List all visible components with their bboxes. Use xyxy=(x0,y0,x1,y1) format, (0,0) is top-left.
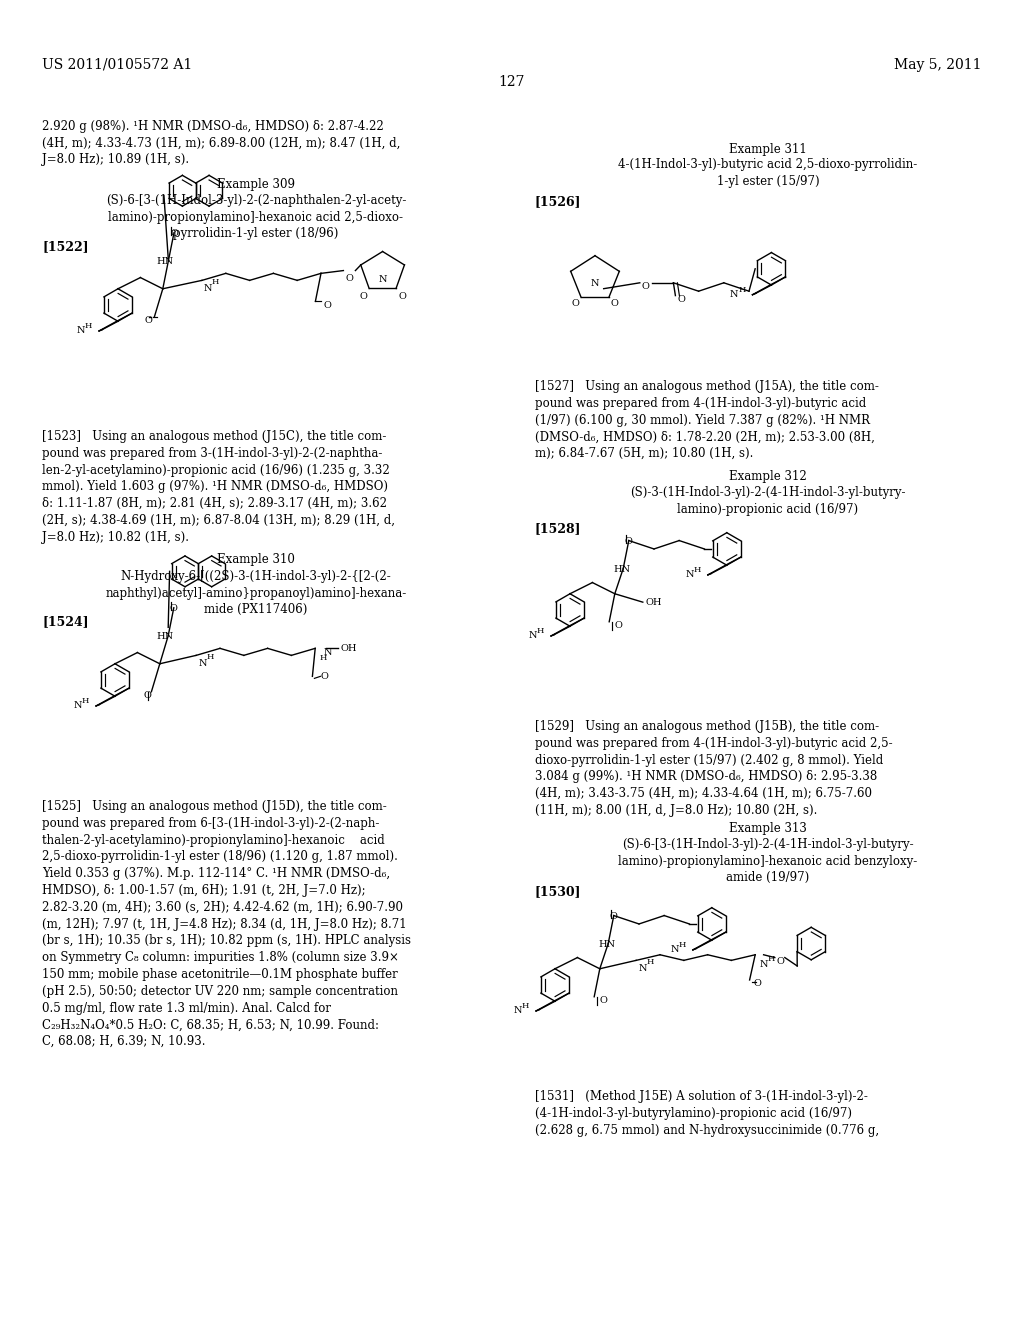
Text: N: N xyxy=(199,659,207,668)
Text: Example 312: Example 312 xyxy=(729,470,807,483)
Text: O: O xyxy=(324,301,332,310)
Text: HN: HN xyxy=(157,632,173,640)
Text: O: O xyxy=(625,536,633,545)
Text: [1527]   Using an analogous method (J15A), the title com-
pound was prepared fro: [1527] Using an analogous method (J15A),… xyxy=(535,380,879,461)
Text: O: O xyxy=(599,995,607,1005)
Text: May 5, 2011: May 5, 2011 xyxy=(895,58,982,73)
Text: H: H xyxy=(85,322,92,330)
Text: O: O xyxy=(642,282,649,292)
Text: H: H xyxy=(679,941,686,949)
Text: N: N xyxy=(77,326,85,335)
Text: N: N xyxy=(591,280,599,289)
Text: 4-(1H-Indol-3-yl)-butyric acid 2,5-dioxo-pyrrolidin-
1-yl ester (15/97): 4-(1H-Indol-3-yl)-butyric acid 2,5-dioxo… xyxy=(618,158,918,187)
Text: HN: HN xyxy=(157,257,173,265)
Text: [1524]: [1524] xyxy=(42,615,89,628)
Text: O: O xyxy=(678,296,685,304)
Text: Example 309: Example 309 xyxy=(217,178,295,191)
Text: Example 313: Example 313 xyxy=(729,822,807,836)
Text: N: N xyxy=(528,631,537,640)
Text: HN: HN xyxy=(613,565,631,574)
Text: (S)-6-[3-(1H-Indol-3-yl)-2-(2-naphthalen-2-yl-acety-
lamino)-propionylamino]-hex: (S)-6-[3-(1H-Indol-3-yl)-2-(2-naphthalen… xyxy=(105,194,407,240)
Text: H: H xyxy=(646,958,653,966)
Text: [1529]   Using an analogous method (J15B), the title com-
pound was prepared fro: [1529] Using an analogous method (J15B),… xyxy=(535,719,893,817)
Text: O: O xyxy=(614,620,622,630)
Text: H: H xyxy=(319,655,327,663)
Text: O: O xyxy=(359,293,368,301)
Text: O: O xyxy=(610,912,617,920)
Text: [1525]   Using an analogous method (J15D), the title com-
pound was prepared fro: [1525] Using an analogous method (J15D),… xyxy=(42,800,411,1048)
Text: H: H xyxy=(738,285,745,294)
Text: O: O xyxy=(143,690,152,700)
Text: O: O xyxy=(144,315,153,325)
Text: Example 310: Example 310 xyxy=(217,553,295,566)
Text: [1528]: [1528] xyxy=(535,521,582,535)
Text: (S)-6-[3-(1H-Indol-3-yl)-2-(4-1H-indol-3-yl-butyry-
lamino)-propionylamino]-hexa: (S)-6-[3-(1H-Indol-3-yl)-2-(4-1H-indol-3… xyxy=(618,838,918,884)
Text: N-Hydroxy-6-[((2S)-3-(1H-indol-3-yl)-2-{[2-(2-
naphthyl)acetyl]-amino}propanoyl): N-Hydroxy-6-[((2S)-3-(1H-indol-3-yl)-2-{… xyxy=(105,570,407,616)
Text: O: O xyxy=(777,957,784,966)
Text: N: N xyxy=(685,570,694,579)
Text: [1530]: [1530] xyxy=(535,884,582,898)
Text: N: N xyxy=(759,960,768,969)
Text: 2.920 g (98%). ¹H NMR (DMSO-d₆, HMDSO) δ: 2.87-4.22
(4H, m); 4.33-4.73 (1H, m); : 2.920 g (98%). ¹H NMR (DMSO-d₆, HMDSO) δ… xyxy=(42,120,400,166)
Text: US 2011/0105572 A1: US 2011/0105572 A1 xyxy=(42,58,193,73)
Text: N: N xyxy=(204,284,213,293)
Text: O: O xyxy=(398,293,406,301)
Text: N: N xyxy=(730,290,738,300)
Text: O: O xyxy=(345,275,353,282)
Text: 127: 127 xyxy=(499,75,525,88)
Text: N: N xyxy=(638,964,647,973)
Text: O: O xyxy=(170,603,178,612)
Text: O: O xyxy=(571,300,580,309)
Text: H: H xyxy=(206,653,214,661)
Text: [1526]: [1526] xyxy=(535,195,582,209)
Text: H: H xyxy=(82,697,89,705)
Text: O: O xyxy=(170,228,178,238)
Text: N: N xyxy=(324,648,332,657)
Text: O: O xyxy=(754,979,762,989)
Text: [1523]   Using an analogous method (J15C), the title com-
pound was prepared fro: [1523] Using an analogous method (J15C),… xyxy=(42,430,395,544)
Text: H: H xyxy=(212,279,219,286)
Text: [1531]   (Method J15E) A solution of 3-(1H-indol-3-yl)-2-
(4-1H-indol-3-yl-butyr: [1531] (Method J15E) A solution of 3-(1H… xyxy=(535,1090,880,1137)
Text: H: H xyxy=(767,954,774,962)
Text: H: H xyxy=(693,566,700,574)
Text: N: N xyxy=(514,1006,522,1015)
Text: (S)-3-(1H-Indol-3-yl)-2-(4-1H-indol-3-yl-butyry-
lamino)-propionic acid (16/97): (S)-3-(1H-Indol-3-yl)-2-(4-1H-indol-3-yl… xyxy=(630,486,906,516)
Text: H: H xyxy=(537,627,544,635)
Text: OH: OH xyxy=(341,644,357,653)
Text: HN: HN xyxy=(598,940,615,949)
Text: N: N xyxy=(378,275,387,284)
Text: Example 311: Example 311 xyxy=(729,143,807,156)
Text: N: N xyxy=(74,701,82,710)
Text: N: N xyxy=(671,945,679,954)
Text: H: H xyxy=(521,1002,529,1010)
Text: O: O xyxy=(611,300,618,309)
Text: O: O xyxy=(321,672,329,681)
Text: OH: OH xyxy=(646,598,663,607)
Text: [1522]: [1522] xyxy=(42,240,89,253)
